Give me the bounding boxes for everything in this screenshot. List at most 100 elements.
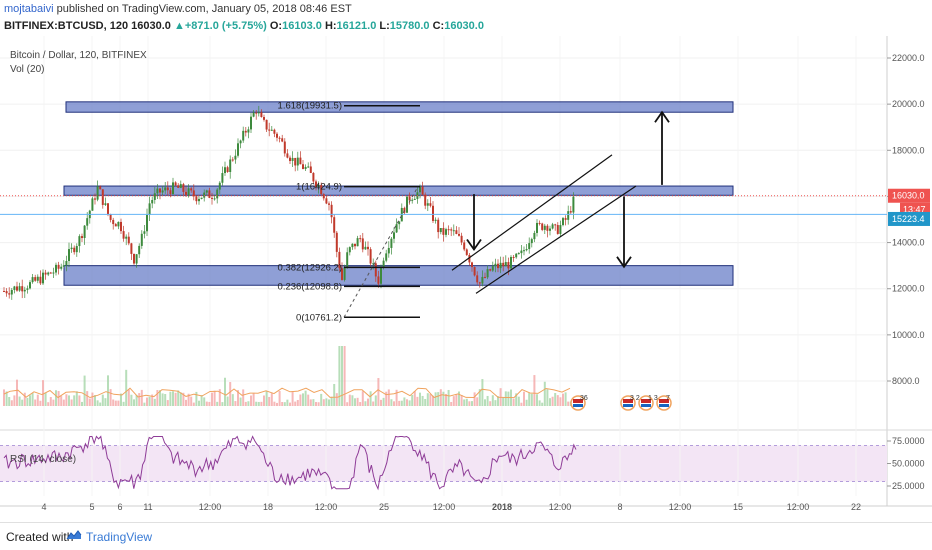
chart-canvas[interactable]: 22000.020000.018000.016000.014000.012000… [0, 36, 932, 520]
candle-body [112, 219, 115, 225]
candle-body [484, 276, 486, 278]
volume-bar [369, 391, 372, 406]
last-value: 16030.0 [131, 20, 171, 32]
candle-body [398, 221, 401, 225]
candle-body [208, 190, 211, 198]
candle-body [47, 272, 50, 275]
candle-body [346, 252, 349, 268]
tradingview-logo-icon[interactable] [66, 529, 82, 541]
candle-body [439, 227, 442, 233]
volume-legend[interactable]: Vol (20) [10, 64, 45, 75]
candle-body [429, 203, 432, 206]
candle-body [143, 231, 146, 234]
volume-bar [533, 375, 536, 406]
volume-bar [460, 395, 463, 406]
volume-bar [94, 395, 96, 406]
volume-bar [5, 391, 8, 406]
volume-bar [8, 397, 11, 406]
candle-body [354, 243, 356, 247]
candle-body [299, 157, 302, 165]
volume-bar [91, 392, 94, 406]
tradingview-brand-link[interactable]: TradingView [86, 530, 153, 544]
volume-bar [437, 392, 440, 406]
volume-bar [13, 395, 16, 406]
volume-bar [374, 395, 377, 406]
volume-bar [530, 393, 533, 406]
volume-bar [289, 402, 291, 406]
chart-area[interactable]: 22000.020000.018000.016000.014000.012000… [0, 36, 932, 520]
volume-bar [528, 393, 531, 406]
candle-body [434, 219, 437, 221]
volume-bar [356, 397, 359, 406]
created-with-text: Created with [6, 530, 74, 544]
volume-bar [244, 401, 247, 406]
volume-bar [450, 401, 453, 406]
fib-trend-line [343, 186, 419, 318]
time-tick-label: 12:00 [787, 502, 810, 512]
channel-lower-line [475, 185, 637, 294]
candle-body [325, 198, 328, 204]
candle-body [190, 188, 193, 191]
candle-body [465, 249, 468, 255]
candle-body [569, 211, 572, 213]
volume-bar [75, 391, 78, 406]
volume-bar [226, 396, 229, 406]
volume-bar [377, 378, 380, 406]
candle-body [294, 157, 297, 166]
time-tick-label: 8 [617, 502, 622, 512]
series-legend[interactable]: Bitcoin / Dollar, 120, BITFINEX [10, 50, 147, 61]
candle-body [359, 238, 362, 240]
candle-body [161, 190, 164, 193]
fib-level-label: 1(16424.9) [296, 182, 342, 193]
countdown-tag: 13:47 [903, 205, 926, 215]
candle-body [543, 225, 546, 230]
volume-bar [78, 395, 81, 406]
volume-bar [130, 394, 133, 406]
volume-bar [419, 392, 421, 406]
candle-body [390, 238, 393, 248]
candle-body [567, 211, 570, 220]
candle-body [364, 246, 367, 250]
candle-body [26, 288, 29, 290]
volume-bar [398, 400, 401, 406]
candle-body [476, 275, 479, 283]
author-link[interactable]: mojtabaivi [4, 3, 54, 15]
candle-body [317, 184, 320, 188]
time-tick-label: 11 [143, 502, 152, 512]
volume-bar [260, 401, 263, 406]
volume-bar [559, 397, 562, 406]
candle-body [361, 238, 364, 250]
candle-body [528, 243, 531, 250]
candle-body [502, 262, 505, 267]
volume-bar [10, 400, 13, 406]
candle-body [133, 253, 135, 264]
volume-bar [122, 401, 125, 406]
flag-stripe [641, 399, 651, 403]
candle-body [109, 214, 112, 220]
candle-body [260, 112, 263, 118]
candle-body [265, 119, 268, 130]
volume-bar [395, 389, 398, 406]
candle-body [39, 276, 42, 284]
high-value: 16121.0 [336, 20, 377, 32]
close-value: 16030.0 [444, 20, 484, 32]
volume-bar [408, 400, 411, 406]
volume-bar [426, 393, 429, 406]
candle-body [65, 261, 68, 266]
volume-bar [231, 394, 234, 406]
candle-body [523, 250, 525, 252]
candle-body [156, 188, 159, 194]
volume-bar [491, 395, 494, 406]
candle-body [140, 233, 143, 246]
event-count-label: 36 [580, 395, 588, 402]
volume-bar [86, 391, 89, 406]
candle-body [572, 196, 575, 213]
volume-bar [486, 395, 489, 406]
volume-bar [567, 401, 570, 406]
volume-bar [317, 402, 320, 406]
candle-body [447, 229, 450, 231]
volume-bar [229, 382, 232, 406]
volume-bar [3, 389, 5, 406]
candle-body [312, 172, 315, 182]
rsi-legend[interactable]: RSI (14, close) [10, 454, 77, 465]
